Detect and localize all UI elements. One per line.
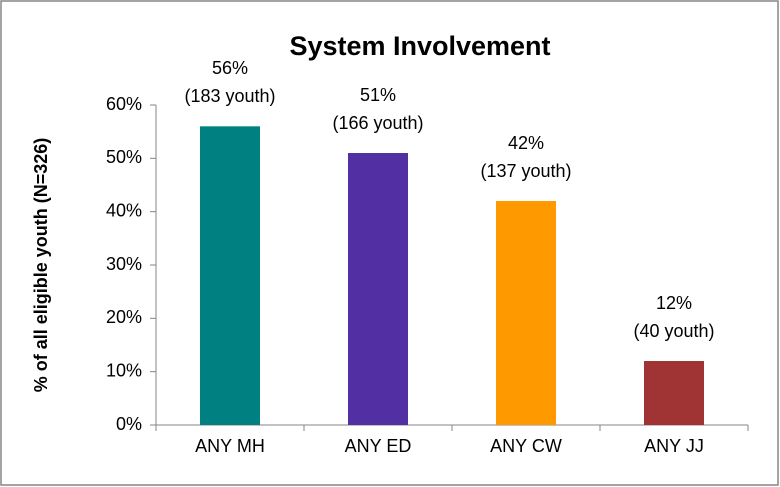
y-tick-label: 40% xyxy=(106,200,142,220)
value-label: 12% xyxy=(656,293,692,313)
y-tick-label: 30% xyxy=(106,254,142,274)
value-label: 42% xyxy=(508,133,544,153)
bar xyxy=(644,361,704,425)
value-label: 51% xyxy=(360,85,396,105)
x-tick-label: ANY ED xyxy=(345,436,412,456)
y-tick-label: 20% xyxy=(106,307,142,327)
bar xyxy=(496,201,556,425)
y-axis-label: % of all eligible youth (N=326) xyxy=(31,138,51,393)
x-tick-label: ANY CW xyxy=(490,436,562,456)
bar xyxy=(348,153,408,425)
bar xyxy=(200,126,260,425)
y-tick-label: 10% xyxy=(106,360,142,380)
chart-title: System Involvement xyxy=(289,31,550,61)
x-tick-label: ANY JJ xyxy=(644,436,704,456)
youth-label: (40 youth) xyxy=(633,321,714,341)
x-tick-label: ANY MH xyxy=(195,436,265,456)
youth-label: (137 youth) xyxy=(480,161,571,181)
y-tick-label: 50% xyxy=(106,147,142,167)
youth-label: (183 youth) xyxy=(184,86,275,106)
y-tick-label: 0% xyxy=(116,414,142,434)
value-label: 56% xyxy=(212,58,248,78)
y-tick-label: 60% xyxy=(106,94,142,114)
youth-label: (166 youth) xyxy=(332,113,423,133)
